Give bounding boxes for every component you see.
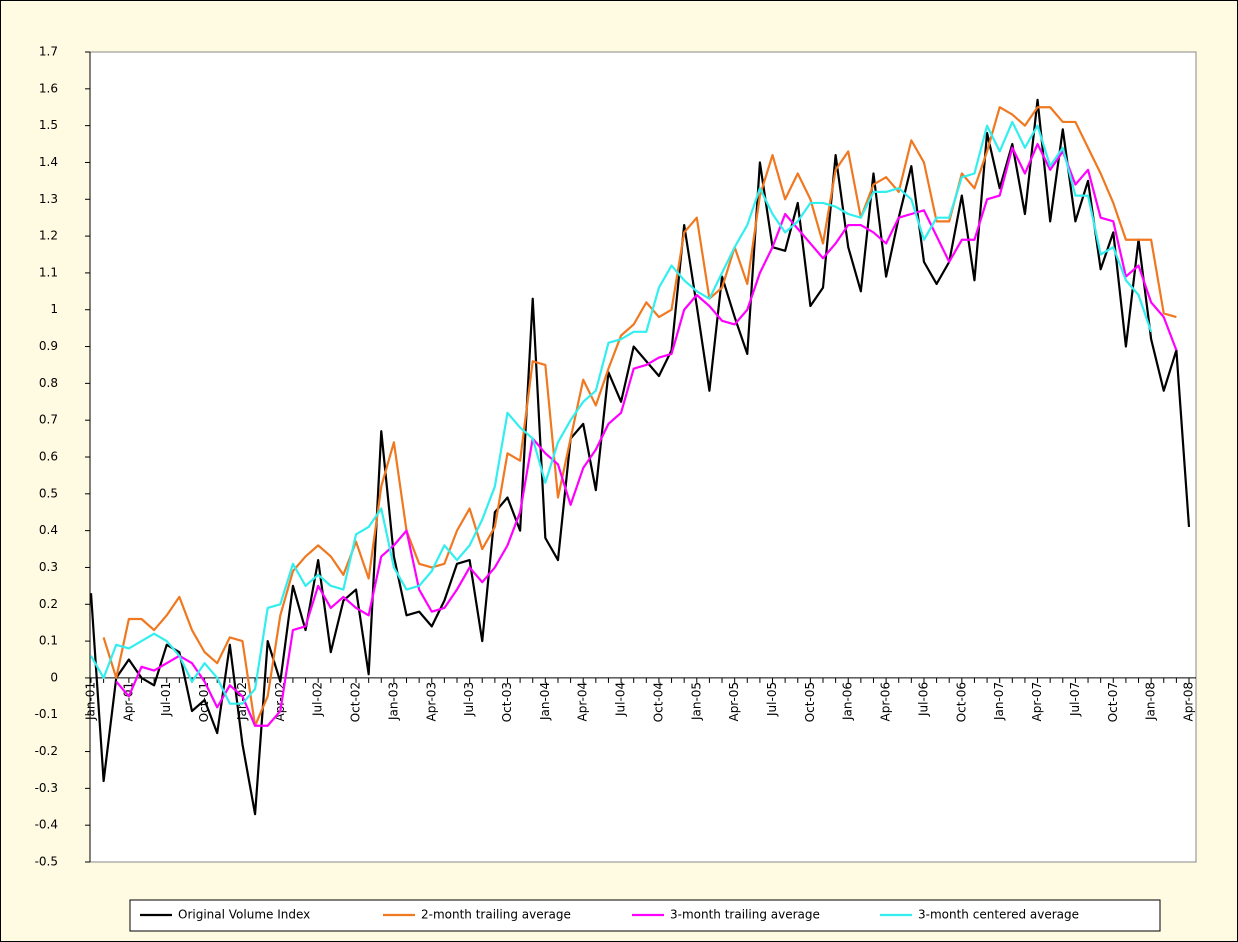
y-tick-label: 1 bbox=[50, 302, 58, 316]
legend-label: Original Volume Index bbox=[178, 908, 310, 922]
y-tick-label: -0.4 bbox=[35, 818, 58, 832]
series-line bbox=[90, 120, 1153, 705]
x-tick-label: Jul-04 bbox=[614, 682, 628, 717]
y-tick-label: 0 bbox=[50, 670, 58, 684]
x-tick-label: Oct-05 bbox=[803, 682, 817, 722]
y-tick-label: 0.8 bbox=[39, 376, 58, 390]
y-tick-label: -0.3 bbox=[35, 781, 58, 795]
x-tick-label: Jul-05 bbox=[765, 682, 779, 717]
x-tick-label: Oct-07 bbox=[1106, 682, 1120, 722]
y-tick-label: 0.1 bbox=[39, 634, 58, 648]
series-line bbox=[102, 106, 1177, 727]
x-tick-label: Jan-03 bbox=[386, 682, 400, 721]
legend-label: 2-month trailing average bbox=[421, 908, 571, 922]
y-tick-label: 1.4 bbox=[39, 155, 58, 169]
x-tick-label: Jan-04 bbox=[538, 682, 552, 721]
plot-area bbox=[89, 51, 1197, 863]
x-tick-label: Jul-06 bbox=[916, 682, 930, 717]
y-tick-label: 1.1 bbox=[39, 265, 58, 279]
x-tick-label: Jul-01 bbox=[159, 682, 173, 717]
y-tick-label: 0.5 bbox=[39, 486, 58, 500]
x-tick-label: Jan-06 bbox=[841, 682, 855, 721]
series-line bbox=[115, 142, 1178, 727]
y-tick-label: 0.3 bbox=[39, 560, 58, 574]
y-tick-label: 1.5 bbox=[39, 118, 58, 132]
x-tick-label: Jan-05 bbox=[689, 682, 703, 721]
y-tick-label: -0.2 bbox=[35, 744, 58, 758]
y-tick-label: 0.9 bbox=[39, 339, 58, 353]
x-tick-label: Oct-03 bbox=[500, 682, 514, 722]
legend-label: 3-month centered average bbox=[918, 908, 1079, 922]
x-tick-label: Apr-06 bbox=[879, 682, 893, 722]
legend-label: 3-month trailing average bbox=[670, 908, 820, 922]
y-tick-label: 0.7 bbox=[39, 413, 58, 427]
y-tick-label: 1.6 bbox=[39, 81, 58, 95]
x-tick-label: Apr-08 bbox=[1182, 682, 1196, 722]
y-tick-label: 1.3 bbox=[39, 192, 58, 206]
x-tick-label: Jul-03 bbox=[462, 682, 476, 717]
x-tick-label: Oct-01 bbox=[197, 682, 211, 722]
x-tick-label: Oct-04 bbox=[651, 682, 665, 722]
y-tick-label: -0.5 bbox=[35, 855, 58, 869]
y-tick-label: 1.2 bbox=[39, 229, 58, 243]
y-tick-label: 1.7 bbox=[39, 45, 58, 59]
x-tick-label: Jan-07 bbox=[992, 682, 1006, 721]
x-tick-label: Apr-05 bbox=[727, 682, 741, 722]
x-tick-label: Jan-08 bbox=[1144, 682, 1158, 721]
y-tick-label: 0.2 bbox=[39, 597, 58, 611]
y-tick-label: 0.4 bbox=[39, 523, 58, 537]
x-tick-label: Oct-06 bbox=[954, 682, 968, 722]
x-tick-label: Apr-07 bbox=[1030, 682, 1044, 722]
x-tick-label: Jan-01 bbox=[84, 682, 98, 721]
x-tick-label: Apr-04 bbox=[576, 682, 590, 722]
x-tick-label: Oct-02 bbox=[349, 682, 363, 722]
x-tick-label: Apr-03 bbox=[424, 682, 438, 722]
y-tick-label: -0.1 bbox=[35, 707, 58, 721]
x-tick-label: Jul-02 bbox=[311, 682, 325, 717]
y-tick-label: 0.6 bbox=[39, 450, 58, 464]
x-tick-label: Jul-07 bbox=[1068, 682, 1082, 717]
